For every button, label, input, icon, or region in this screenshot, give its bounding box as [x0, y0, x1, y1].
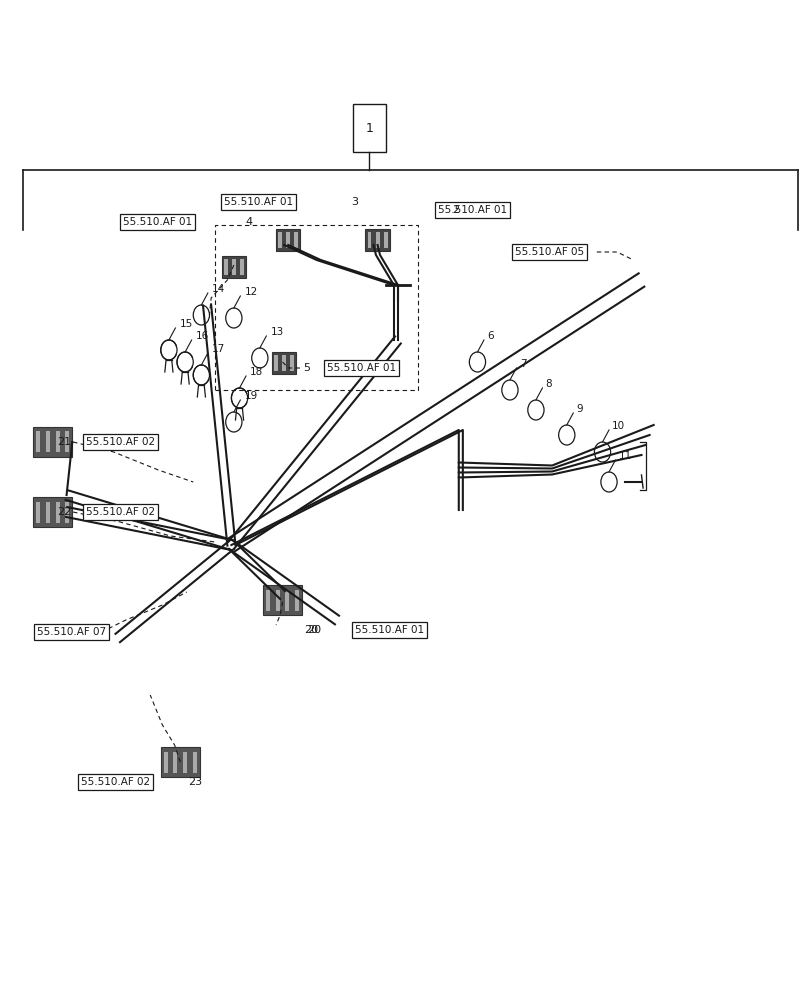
- Bar: [263, 585, 302, 615]
- Bar: [285, 589, 289, 610]
- Bar: [375, 232, 379, 248]
- Bar: [272, 352, 296, 374]
- Text: 3: 3: [350, 197, 358, 207]
- Bar: [221, 256, 246, 278]
- Bar: [266, 589, 269, 610]
- Text: 20: 20: [307, 625, 320, 635]
- Text: 55.510.AF 02: 55.510.AF 02: [80, 777, 150, 787]
- Bar: [278, 232, 281, 248]
- Text: 9: 9: [576, 404, 582, 414]
- Bar: [384, 232, 387, 248]
- Bar: [66, 431, 69, 452]
- Text: 55.510.AF 05: 55.510.AF 05: [514, 247, 584, 257]
- Bar: [174, 752, 177, 772]
- Bar: [353, 104, 385, 152]
- Text: 14: 14: [212, 284, 225, 294]
- Bar: [274, 355, 277, 371]
- Text: 4: 4: [245, 217, 252, 227]
- Bar: [224, 259, 227, 275]
- Text: 10: 10: [611, 421, 624, 431]
- Bar: [46, 431, 49, 452]
- Text: 19: 19: [244, 391, 257, 401]
- Text: 55.510.AF 02: 55.510.AF 02: [85, 507, 155, 517]
- Bar: [276, 589, 279, 610]
- Bar: [36, 431, 40, 452]
- Bar: [56, 502, 59, 522]
- Text: 55.510.AF 07: 55.510.AF 07: [36, 627, 106, 637]
- Bar: [294, 232, 298, 248]
- Bar: [46, 502, 49, 522]
- Bar: [365, 229, 389, 251]
- Text: 8: 8: [545, 379, 551, 389]
- Bar: [66, 502, 69, 522]
- Bar: [282, 355, 285, 371]
- Text: 20: 20: [304, 625, 318, 635]
- Text: 55.510.AF 01: 55.510.AF 01: [223, 197, 293, 207]
- Bar: [164, 752, 167, 772]
- Text: 55.510.AF 02: 55.510.AF 02: [85, 437, 155, 447]
- Text: 55.510.AF 01: 55.510.AF 01: [437, 205, 507, 215]
- Text: 13: 13: [270, 327, 283, 337]
- Bar: [286, 232, 290, 248]
- Text: 23: 23: [188, 777, 202, 787]
- Text: 11: 11: [618, 451, 631, 461]
- Bar: [33, 497, 72, 527]
- Text: 55.510.AF 01: 55.510.AF 01: [354, 625, 424, 635]
- Text: 1: 1: [365, 121, 373, 134]
- Bar: [240, 259, 243, 275]
- Bar: [183, 752, 187, 772]
- Bar: [56, 431, 59, 452]
- Bar: [276, 229, 300, 251]
- Text: 12: 12: [244, 287, 257, 297]
- Text: 2: 2: [452, 205, 459, 215]
- Bar: [367, 232, 371, 248]
- Text: 55.510.AF 01: 55.510.AF 01: [326, 363, 396, 373]
- Bar: [232, 259, 235, 275]
- Text: 22: 22: [57, 507, 71, 517]
- Text: 15: 15: [179, 319, 192, 329]
- Bar: [33, 427, 72, 457]
- Bar: [161, 747, 200, 777]
- Text: 6: 6: [487, 331, 493, 341]
- Bar: [295, 589, 298, 610]
- Text: 18: 18: [250, 367, 263, 377]
- Text: 21: 21: [57, 437, 71, 447]
- Text: 5: 5: [303, 363, 310, 373]
- Bar: [290, 355, 294, 371]
- Bar: [193, 752, 196, 772]
- Text: 16: 16: [195, 331, 208, 341]
- Text: 55.510.AF 01: 55.510.AF 01: [122, 217, 192, 227]
- Text: 17: 17: [212, 344, 225, 354]
- Bar: [36, 502, 40, 522]
- Text: 7: 7: [519, 359, 526, 369]
